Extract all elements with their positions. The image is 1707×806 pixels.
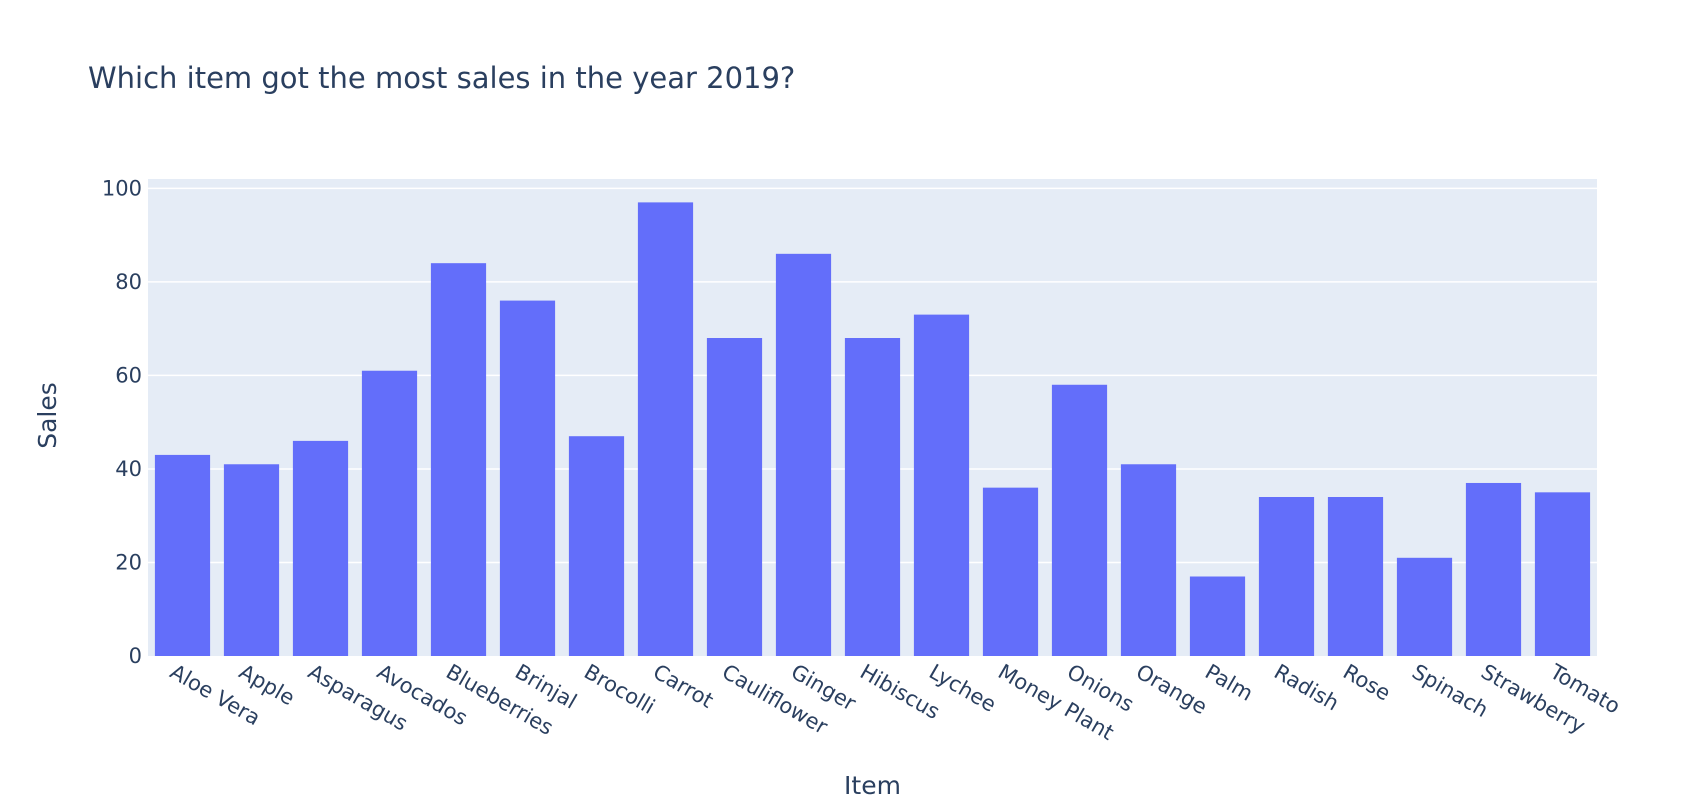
x-tick-label: Carrot <box>649 660 717 713</box>
bar-lychee <box>913 314 970 656</box>
bar-rose <box>1327 497 1384 656</box>
x-tick-label: Spinach <box>1408 660 1492 723</box>
bar-tomato <box>1534 492 1591 656</box>
x-tick-label: Rose <box>1339 660 1395 706</box>
y-tick-label: 100 <box>102 176 142 200</box>
bar-aloe-vera <box>154 454 211 656</box>
bar-hibiscus <box>844 338 901 656</box>
bar-radish <box>1258 497 1315 656</box>
bar-brinjal <box>499 300 556 656</box>
y-tick-label: 80 <box>115 270 142 294</box>
x-tick-label: Orange <box>1132 660 1211 720</box>
bar-carrot <box>637 202 694 656</box>
y-tick-label: 20 <box>115 550 142 574</box>
bar-orange <box>1120 464 1177 656</box>
bar-money-plant <box>982 487 1039 656</box>
bar-spinach <box>1396 557 1453 656</box>
bars <box>154 202 1591 656</box>
bar-onions <box>1051 384 1108 656</box>
y-axis-ticks: 0 20 40 60 80 100 <box>102 176 142 668</box>
x-axis-title: Item <box>844 771 901 800</box>
x-tick-label: Brocolli <box>580 660 659 719</box>
bar-apple <box>223 464 280 656</box>
bar-brocolli <box>568 436 625 656</box>
bar-blueberries <box>430 263 487 656</box>
y-tick-label: 40 <box>115 457 142 481</box>
bar-cauliflower <box>706 338 763 656</box>
bar-avocados <box>361 370 418 656</box>
bar-strawberry <box>1465 482 1522 656</box>
chart-title: Which item got the most sales in the yea… <box>88 61 795 95</box>
y-tick-label: 60 <box>115 363 142 387</box>
bar-asparagus <box>292 440 349 656</box>
bar-ginger <box>775 253 832 656</box>
y-axis-title: Sales <box>33 382 62 449</box>
x-tick-label: Radish <box>1270 660 1343 716</box>
y-tick-label: 0 <box>129 644 142 668</box>
bar-palm <box>1189 576 1246 656</box>
x-tick-label: Money Plant <box>994 660 1118 745</box>
